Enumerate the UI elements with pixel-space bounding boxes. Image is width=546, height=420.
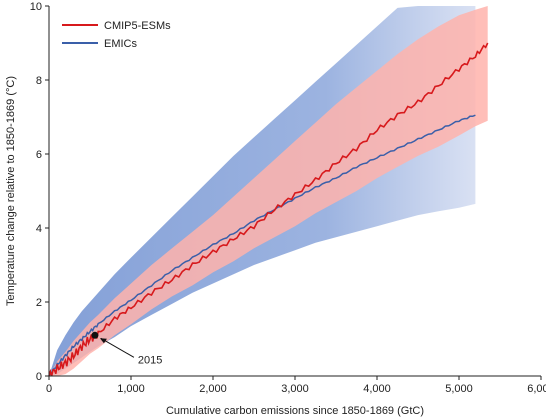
emics-line [48,114,476,377]
x-tick-label: 2,000 [199,383,227,395]
y-tick-label: 2 [36,297,42,309]
x-axis-label: Cumulative carbon emissions since 1850-1… [166,405,424,417]
y-tick-label: 4 [36,223,42,235]
annotation-label: 2015 [138,354,162,366]
series-lines [48,42,489,377]
y-tick-label: 8 [36,75,42,87]
x-tick-label: 0 [46,383,52,395]
cmip5-line [48,42,489,377]
x-tick-label: 4,000 [363,383,391,395]
annotation-arrow [100,337,135,358]
legend: CMIP5-ESMs EMICs [62,20,171,50]
annotation-2015: 2015 [91,331,162,366]
x-tick-label: 1,000 [117,383,145,395]
x-ticks: 0 1,000 2,000 3,000 4,000 5,000 6,000 [46,376,546,395]
uncertainty-bands [49,6,488,376]
y-tick-label: 6 [36,149,42,161]
y-axis-label: Temperature change relative to 1850-1869… [5,76,17,306]
annotation-arrowhead [99,338,107,344]
legend-label-cmip5: CMIP5-ESMs [104,20,171,32]
x-tick-label: 5,000 [445,383,473,395]
y-tick-label: 10 [30,1,42,13]
annotation-marker [91,331,99,339]
x-tick-label: 6,000 [527,383,546,395]
x-tick-label: 3,000 [281,383,309,395]
legend-label-emics: EMICs [104,38,138,50]
y-ticks: 0 2 4 6 8 10 [30,1,49,383]
y-tick-label: 0 [36,371,42,383]
cmip5-range-band [49,6,488,376]
